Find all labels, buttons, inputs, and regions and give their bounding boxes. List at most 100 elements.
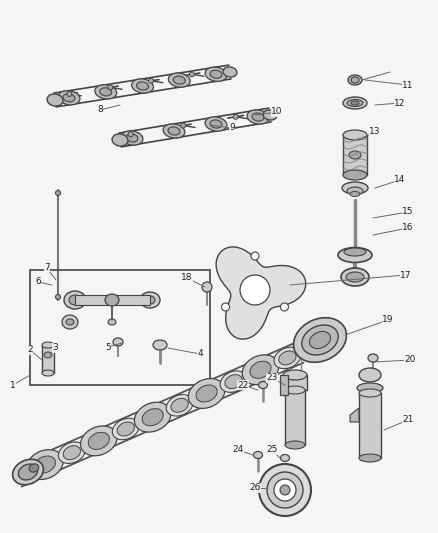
Ellipse shape — [359, 454, 381, 462]
Ellipse shape — [205, 117, 227, 131]
Ellipse shape — [359, 368, 381, 382]
Ellipse shape — [293, 318, 346, 362]
Ellipse shape — [81, 426, 117, 456]
Ellipse shape — [47, 94, 63, 106]
Ellipse shape — [145, 296, 155, 304]
Bar — [343, 135, 367, 175]
Text: 3: 3 — [52, 343, 58, 352]
Text: 1: 1 — [10, 381, 16, 390]
Ellipse shape — [259, 464, 311, 516]
Ellipse shape — [351, 101, 359, 105]
Ellipse shape — [126, 134, 138, 142]
Ellipse shape — [168, 73, 190, 87]
Bar — [30, 270, 210, 385]
Ellipse shape — [349, 151, 361, 159]
Ellipse shape — [298, 338, 321, 358]
Ellipse shape — [280, 485, 290, 495]
Text: 2: 2 — [27, 345, 33, 354]
Text: 13: 13 — [369, 127, 381, 136]
Ellipse shape — [188, 378, 225, 408]
Text: 24: 24 — [233, 446, 244, 455]
Ellipse shape — [343, 170, 367, 180]
Ellipse shape — [63, 94, 75, 102]
Ellipse shape — [347, 187, 363, 195]
Ellipse shape — [27, 450, 63, 480]
Ellipse shape — [347, 100, 363, 107]
Ellipse shape — [112, 418, 139, 440]
Ellipse shape — [348, 75, 362, 85]
Ellipse shape — [142, 409, 163, 426]
Ellipse shape — [108, 85, 113, 90]
Ellipse shape — [180, 123, 186, 128]
Ellipse shape — [128, 132, 133, 137]
Ellipse shape — [205, 67, 227, 82]
Ellipse shape — [343, 130, 367, 140]
Ellipse shape — [131, 79, 153, 93]
Ellipse shape — [263, 110, 277, 120]
Ellipse shape — [112, 134, 128, 146]
Ellipse shape — [100, 88, 112, 96]
Ellipse shape — [240, 275, 270, 305]
Ellipse shape — [279, 351, 296, 365]
Ellipse shape — [283, 370, 307, 380]
Ellipse shape — [357, 383, 383, 393]
Ellipse shape — [44, 352, 52, 358]
Bar — [285, 390, 305, 445]
Ellipse shape — [29, 464, 39, 472]
Ellipse shape — [58, 91, 80, 105]
Ellipse shape — [42, 342, 54, 348]
Text: 6: 6 — [35, 278, 41, 287]
Ellipse shape — [108, 319, 116, 325]
Bar — [283, 375, 307, 390]
Ellipse shape — [173, 76, 185, 84]
Ellipse shape — [350, 191, 360, 197]
Ellipse shape — [310, 332, 331, 349]
Text: 12: 12 — [394, 99, 406, 108]
Ellipse shape — [258, 382, 268, 389]
Ellipse shape — [13, 459, 43, 484]
Ellipse shape — [342, 182, 368, 194]
Ellipse shape — [171, 398, 188, 413]
Ellipse shape — [113, 338, 123, 346]
Ellipse shape — [121, 131, 143, 145]
Ellipse shape — [134, 402, 171, 432]
Text: 19: 19 — [382, 316, 394, 325]
Ellipse shape — [223, 67, 237, 77]
Ellipse shape — [166, 394, 193, 416]
Ellipse shape — [351, 77, 359, 83]
Ellipse shape — [18, 464, 38, 480]
Text: 15: 15 — [402, 207, 414, 216]
Polygon shape — [216, 247, 306, 339]
Ellipse shape — [254, 451, 262, 458]
Ellipse shape — [202, 282, 212, 292]
Ellipse shape — [168, 127, 180, 135]
Ellipse shape — [67, 91, 72, 96]
Ellipse shape — [56, 190, 60, 196]
Text: 18: 18 — [181, 273, 193, 282]
Ellipse shape — [359, 389, 381, 397]
Text: 9: 9 — [229, 124, 235, 133]
Ellipse shape — [344, 248, 366, 256]
Ellipse shape — [66, 319, 74, 325]
Ellipse shape — [140, 292, 160, 308]
Ellipse shape — [189, 72, 194, 77]
Ellipse shape — [69, 295, 81, 305]
Text: 7: 7 — [44, 263, 50, 272]
Bar — [42, 345, 54, 373]
Ellipse shape — [274, 347, 301, 369]
Ellipse shape — [148, 78, 154, 83]
Text: 8: 8 — [97, 106, 103, 115]
Ellipse shape — [56, 295, 60, 300]
Ellipse shape — [267, 472, 303, 508]
Ellipse shape — [285, 386, 305, 394]
Polygon shape — [350, 408, 359, 422]
Ellipse shape — [63, 446, 81, 459]
Ellipse shape — [250, 361, 271, 378]
Ellipse shape — [285, 441, 305, 449]
Ellipse shape — [88, 432, 110, 449]
Text: 5: 5 — [105, 343, 111, 351]
Bar — [75, 295, 150, 305]
Text: 10: 10 — [271, 108, 283, 117]
Ellipse shape — [42, 370, 54, 376]
Ellipse shape — [225, 375, 242, 389]
